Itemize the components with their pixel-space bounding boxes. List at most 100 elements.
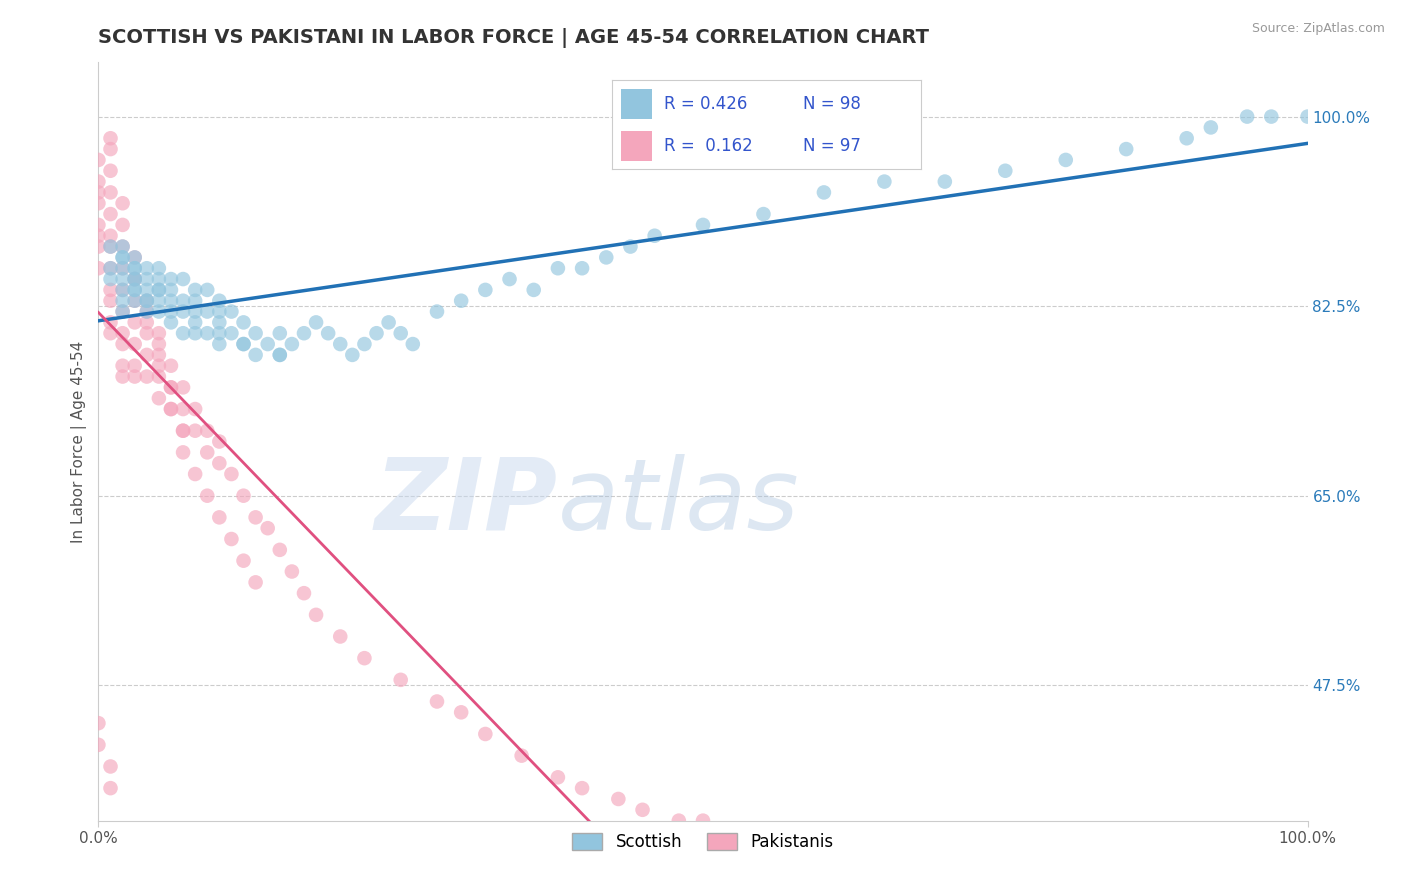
Legend: Scottish, Pakistanis: Scottish, Pakistanis [565, 826, 841, 858]
Point [366, 326, 388, 341]
Point [934, 175, 956, 189]
Point [160, 283, 183, 297]
Point [148, 326, 170, 341]
Point [571, 781, 593, 796]
Point [256, 337, 278, 351]
Point [184, 424, 207, 438]
Point [474, 283, 496, 297]
Point [111, 239, 134, 253]
Point [148, 348, 170, 362]
Point [87, 228, 110, 243]
Point [245, 348, 267, 362]
Point [124, 261, 146, 276]
FancyBboxPatch shape [621, 89, 652, 119]
Point [100, 228, 122, 243]
Point [184, 315, 207, 329]
Point [111, 218, 134, 232]
Point [100, 293, 122, 308]
Point [135, 315, 157, 329]
Point [148, 369, 170, 384]
Point [148, 337, 170, 351]
Point [523, 283, 546, 297]
Point [124, 369, 146, 384]
Point [184, 293, 207, 308]
Point [172, 272, 194, 286]
Point [124, 272, 146, 286]
Point [873, 175, 896, 189]
Point [195, 326, 218, 341]
Point [135, 293, 157, 308]
Point [813, 186, 835, 200]
Point [547, 261, 569, 276]
Point [160, 402, 183, 417]
Point [160, 315, 183, 329]
Point [124, 293, 146, 308]
Point [87, 186, 110, 200]
Point [184, 467, 207, 481]
Point [100, 261, 122, 276]
Point [172, 326, 194, 341]
Point [87, 738, 110, 752]
Point [208, 434, 231, 449]
Point [426, 304, 449, 318]
Point [100, 781, 122, 796]
Point [124, 251, 146, 265]
Point [329, 630, 352, 644]
Point [305, 315, 328, 329]
Point [148, 283, 170, 297]
Point [100, 261, 122, 276]
Point [389, 673, 412, 687]
Point [426, 694, 449, 708]
Point [87, 153, 110, 167]
Point [160, 359, 183, 373]
Point [208, 456, 231, 470]
Point [450, 293, 472, 308]
Point [124, 272, 146, 286]
Text: Source: ZipAtlas.com: Source: ZipAtlas.com [1251, 22, 1385, 36]
Point [353, 337, 375, 351]
Point [450, 706, 472, 720]
Point [208, 326, 231, 341]
Point [269, 326, 291, 341]
Point [232, 337, 254, 351]
Point [111, 272, 134, 286]
Point [100, 186, 122, 200]
Point [135, 293, 157, 308]
Point [111, 283, 134, 297]
Point [692, 218, 714, 232]
Point [316, 326, 339, 341]
Point [644, 228, 666, 243]
Point [111, 304, 134, 318]
Point [208, 315, 231, 329]
Point [631, 803, 654, 817]
Point [135, 261, 157, 276]
Point [87, 175, 110, 189]
Point [172, 293, 194, 308]
Point [1260, 110, 1282, 124]
Point [474, 727, 496, 741]
Point [124, 272, 146, 286]
Point [87, 218, 110, 232]
Point [172, 424, 194, 438]
Point [100, 142, 122, 156]
Point [607, 792, 630, 806]
Point [498, 272, 520, 286]
Point [245, 510, 267, 524]
Point [100, 131, 122, 145]
Point [111, 337, 134, 351]
Point [184, 304, 207, 318]
Point [148, 391, 170, 405]
Point [208, 293, 231, 308]
Point [292, 326, 315, 341]
Point [245, 575, 267, 590]
Point [571, 261, 593, 276]
Point [160, 272, 183, 286]
Point [184, 402, 207, 417]
Point [232, 315, 254, 329]
Text: SCOTTISH VS PAKISTANI IN LABOR FORCE | AGE 45-54 CORRELATION CHART: SCOTTISH VS PAKISTANI IN LABOR FORCE | A… [98, 28, 929, 48]
Point [160, 380, 183, 394]
Point [269, 348, 291, 362]
Point [1296, 110, 1319, 124]
Point [135, 283, 157, 297]
Point [148, 261, 170, 276]
